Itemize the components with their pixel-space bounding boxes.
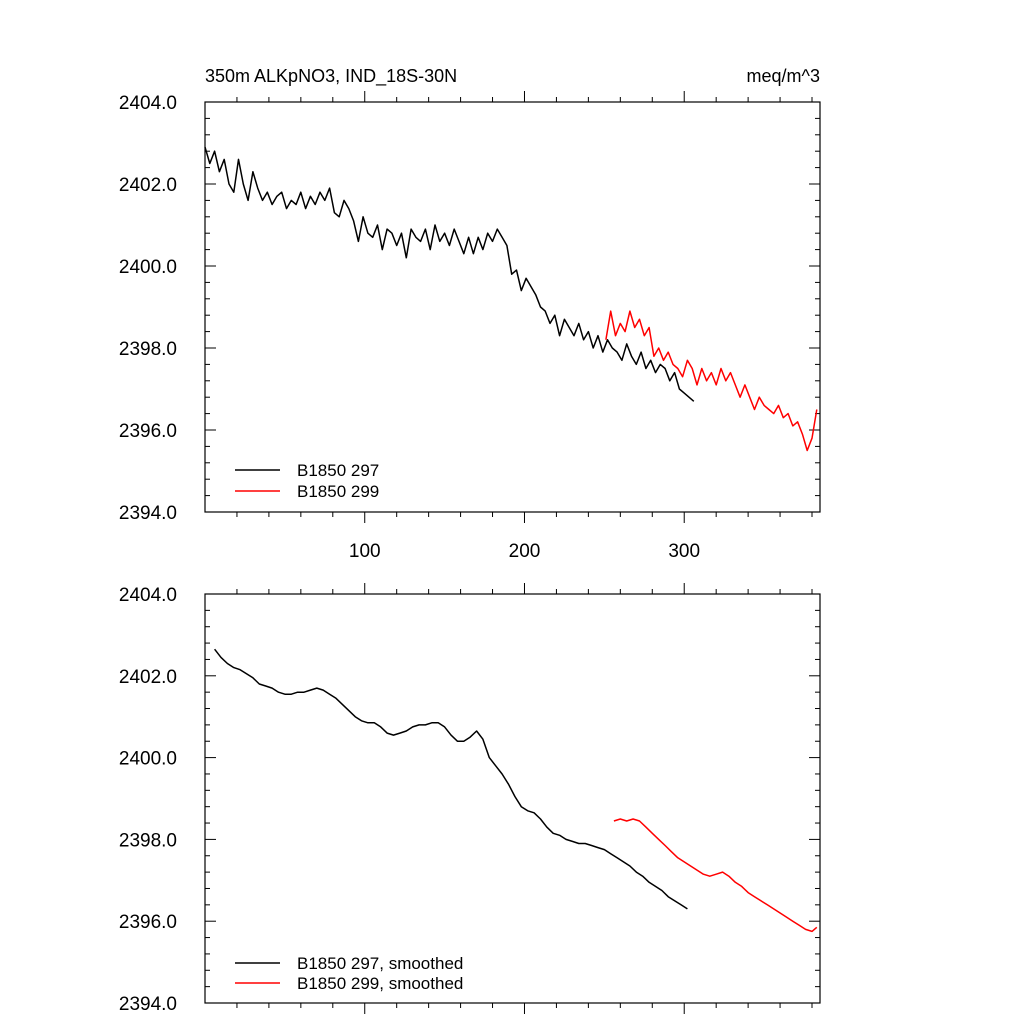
legend-label-b1850-299: B1850 299: [297, 482, 379, 501]
series-line-b1850-297: [204, 146, 695, 402]
bottom-legend: B1850 297, smoothed B1850 299, smoothed: [235, 954, 463, 993]
bottom-series-group: [214, 648, 818, 933]
top-legend: B1850 297 B1850 299: [235, 461, 379, 501]
top-plot-frame: [204, 101, 821, 513]
y-tick-label: 2398.0: [119, 339, 177, 360]
top-series-group: [204, 146, 818, 452]
y-tick-label: 2400.0: [119, 257, 177, 278]
bottom-plot-frame: [204, 593, 821, 1004]
legend-label-b1850-297-smoothed: B1850 297, smoothed: [297, 954, 463, 973]
y-tick-label: 2404.0: [119, 585, 177, 606]
series-line-b1850-299: [605, 310, 818, 452]
top-axes-ticks: 2394.0 2396.0 2398.0 2400.0 2402.0 2404.0 100 2…: [119, 91, 820, 562]
y-tick-label: 2400.0: [119, 749, 177, 770]
y-tick-label: 2402.0: [119, 175, 177, 196]
legend-label-b1850-299-smoothed: B1850 299, smoothed: [297, 974, 463, 993]
series-line-b1850-297-smoothed: [214, 648, 688, 910]
x-tick-label: 200: [509, 541, 541, 562]
top-panel: 350m ALKpNO3, IND_18S-30N meq/m^3 2394.0…: [119, 66, 821, 562]
y-tick-label: 2398.0: [119, 830, 177, 851]
x-tick-label: 300: [668, 541, 700, 562]
y-tick-label: 2394.0: [119, 994, 177, 1015]
y-tick-label: 2396.0: [119, 912, 177, 933]
y-tick-label: 2402.0: [119, 667, 177, 688]
series-line-b1850-299-smoothed: [613, 818, 818, 933]
y-tick-label: 2404.0: [119, 93, 177, 114]
chart-title: 350m ALKpNO3, IND_18S-30N: [205, 66, 457, 87]
y-tick-label: 2396.0: [119, 421, 177, 442]
units-label: meq/m^3: [747, 66, 820, 86]
y-tick-label: 2394.0: [119, 503, 177, 524]
bottom-axes-ticks: 2394.0 2396.0 2398.0 2400.0 2402.0 2404.0: [119, 583, 820, 1015]
legend-label-b1850-297: B1850 297: [297, 461, 379, 480]
x-tick-label: 100: [349, 541, 381, 562]
bottom-panel: 2394.0 2396.0 2398.0 2400.0 2402.0 2404.0 B18…: [119, 583, 821, 1015]
